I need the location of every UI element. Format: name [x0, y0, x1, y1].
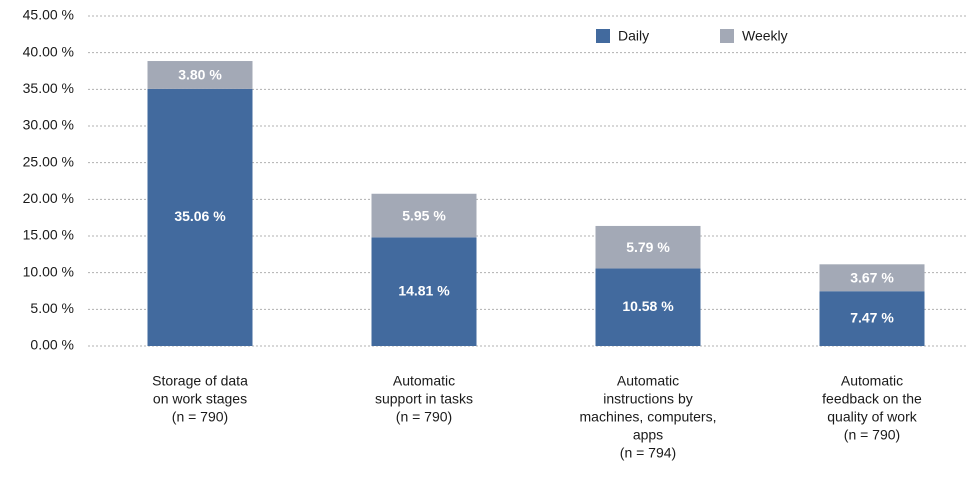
y-tick-label: 20.00 % — [23, 190, 74, 206]
x-tick-label: Automatic — [841, 373, 903, 389]
y-tick-label: 40.00 % — [23, 43, 74, 59]
x-tick-label: (n = 790) — [396, 409, 452, 425]
x-tick-label: instructions by — [603, 391, 692, 407]
y-tick-label: 10.00 % — [23, 263, 74, 279]
bar-segment — [595, 268, 701, 346]
value-label: 3.67 % — [850, 269, 894, 285]
y-tick-label: 5.00 % — [30, 300, 74, 316]
x-tick-label: machines, computers, — [580, 409, 717, 425]
y-tick-label: 35.00 % — [23, 80, 74, 96]
x-tick-label: (n = 790) — [172, 409, 228, 425]
bar-segment — [595, 225, 701, 269]
x-tick-label: apps — [633, 427, 663, 443]
value-label: 5.79 % — [626, 239, 670, 255]
x-tick-label: Automatic — [393, 373, 455, 389]
x-tick-label: Storage of data — [152, 373, 248, 389]
x-tick-label: on work stages — [153, 391, 247, 407]
value-label: 35.06 % — [174, 208, 226, 224]
bar-segment — [819, 264, 925, 292]
legend-swatch — [596, 29, 610, 43]
legend-swatch — [720, 29, 734, 43]
y-tick-label: 45.00 % — [23, 7, 74, 23]
bar-segment — [819, 291, 925, 346]
y-tick-label: 15.00 % — [23, 227, 74, 243]
legend-label: Weekly — [742, 28, 788, 44]
x-tick-label: (n = 790) — [844, 427, 900, 443]
x-tick-label: quality of work — [827, 409, 917, 425]
y-tick-label: 0.00 % — [30, 337, 74, 353]
value-label: 3.80 % — [178, 67, 222, 83]
bar-segment — [371, 193, 477, 238]
value-label: 14.81 % — [398, 282, 450, 298]
x-tick-label: (n = 794) — [620, 445, 676, 461]
y-tick-label: 30.00 % — [23, 117, 74, 133]
x-tick-label: support in tasks — [375, 391, 473, 407]
x-tick-label: feedback on the — [822, 391, 922, 407]
bar-segment — [371, 237, 477, 346]
value-label: 7.47 % — [850, 309, 894, 325]
y-tick-label: 25.00 % — [23, 153, 74, 169]
value-label: 10.58 % — [622, 298, 674, 314]
bar-segment — [147, 88, 253, 346]
x-tick-label: Automatic — [617, 373, 679, 389]
bar-segment — [147, 61, 253, 89]
value-label: 5.95 % — [402, 207, 446, 223]
legend-label: Daily — [618, 28, 649, 44]
